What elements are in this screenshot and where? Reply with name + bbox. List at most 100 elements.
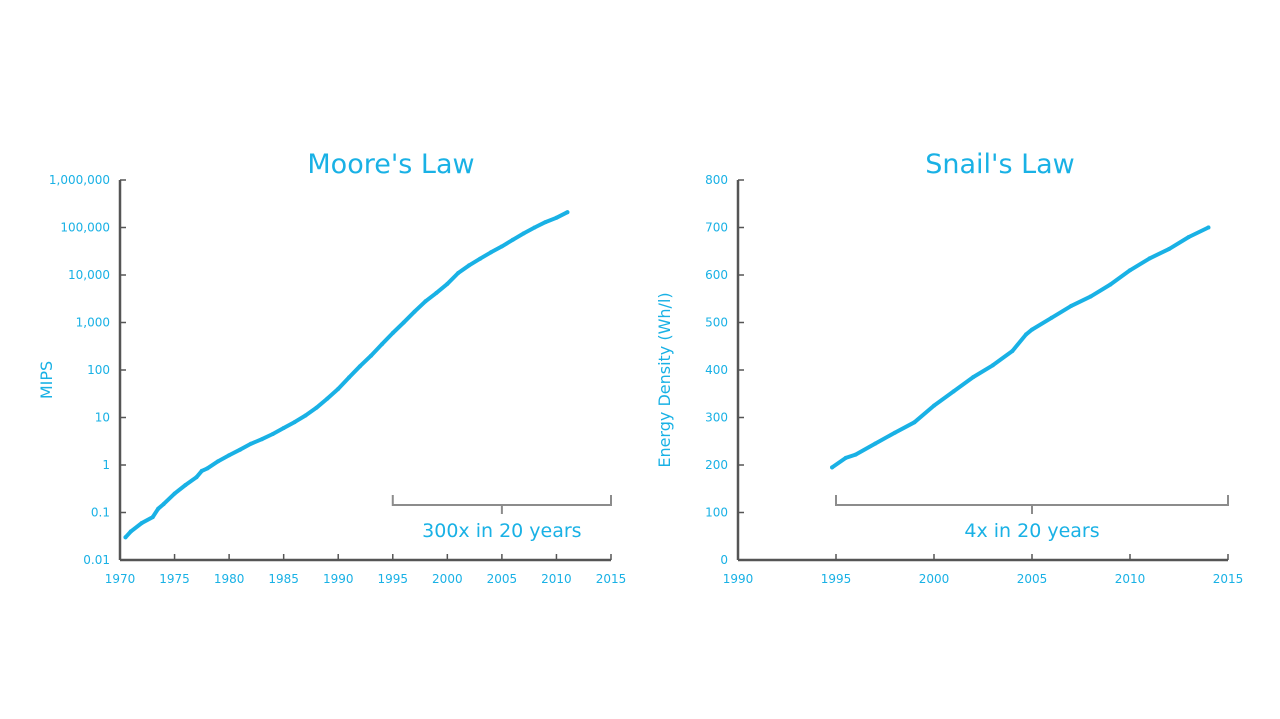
moores-data-point	[259, 437, 264, 442]
snails-data-point	[1108, 282, 1113, 287]
moores-y-tick-label: 10,000	[68, 268, 110, 282]
moores-x-tick-label: 2005	[487, 572, 518, 586]
moores-annotation-bracket	[391, 495, 612, 514]
snails-law-chart: Snail's Law 0 100 200 300 400 500 600 700 800 199…	[655, 149, 1243, 586]
snails-data-point	[830, 465, 835, 470]
moores-series-line	[123, 210, 570, 540]
snails-x-tick-label: 2000	[919, 572, 950, 586]
snails-y-tick-label: 100	[705, 506, 728, 520]
moores-x-tick-label: 1990	[323, 572, 354, 586]
snails-data-point	[1128, 268, 1132, 273]
snails-data-point	[843, 455, 848, 460]
moores-data-point	[336, 386, 341, 391]
moores-data-point	[379, 342, 384, 347]
moores-data-point	[227, 453, 232, 458]
moores-data-point	[270, 432, 275, 436]
snails-data-point	[951, 389, 956, 394]
snails-y-tick-label: 700	[705, 221, 728, 235]
moores-data-point	[543, 220, 548, 225]
snails-x-tick-label: 2010	[1115, 572, 1146, 586]
snails-data-point	[1186, 235, 1191, 239]
snails-data-point	[1088, 294, 1093, 299]
moores-data-point	[161, 502, 166, 507]
snails-y-axis-label: Energy Density (Wh/l)	[655, 292, 674, 467]
snails-data-point	[971, 375, 976, 380]
snails-data-point	[1069, 303, 1074, 308]
moores-data-point	[238, 447, 242, 452]
snails-x-tick-label: 1995	[821, 572, 852, 586]
snails-y-tick-label: 300	[705, 411, 728, 425]
moores-annotation-label: 300x in 20 years	[422, 520, 581, 542]
moores-data-point	[216, 459, 221, 464]
moores-data-point	[489, 250, 493, 255]
moores-y-tick-label: 100,000	[60, 221, 110, 235]
moores-data-point	[303, 413, 308, 418]
moores-x-tick-label: 1995	[378, 572, 409, 586]
moores-x-tick-label: 2010	[541, 572, 572, 586]
moores-data-point	[445, 281, 450, 286]
moores-data-point	[156, 506, 161, 511]
moores-y-tick-label: 100	[87, 363, 110, 377]
snails-y-tick-label: 600	[705, 268, 728, 282]
chart-title-moores-law: Moore's Law	[307, 149, 474, 180]
snails-data-point	[853, 452, 858, 457]
moores-data-point	[499, 244, 504, 249]
moores-data-point	[325, 396, 330, 401]
snails-x-tick-label: 2015	[1213, 572, 1244, 586]
moores-y-tick-label: 1	[102, 458, 110, 472]
moores-data-point	[390, 331, 395, 335]
moores-data-point	[532, 225, 537, 230]
moores-y-tick-label: 0.01	[83, 553, 110, 567]
chart-title-snails-law: Snail's Law	[925, 149, 1075, 180]
moores-data-point	[401, 320, 406, 325]
moores-data-point	[434, 290, 439, 295]
snails-y-tick-label: 200	[705, 458, 728, 472]
moores-x-tick-label: 1980	[214, 572, 245, 586]
snails-data-point	[1147, 256, 1152, 261]
moores-data-point	[194, 475, 199, 480]
moores-y-tick-label: 10	[95, 411, 110, 425]
snails-y-tick-label: 800	[705, 173, 728, 187]
moores-data-point	[521, 231, 526, 236]
moores-x-tick-label: 1970	[105, 572, 136, 586]
snails-data-point	[1206, 225, 1211, 230]
moores-data-point	[510, 237, 515, 242]
snails-data-point	[892, 430, 897, 435]
moores-data-point	[139, 521, 144, 525]
snails-y-tick-label: 500	[705, 316, 728, 330]
moores-data-point	[248, 441, 253, 446]
snails-data-point	[1010, 349, 1015, 353]
snails-data-point	[912, 420, 917, 425]
moores-y-tick-label: 1,000	[76, 316, 110, 330]
snails-x-tick-label: 2005	[1017, 572, 1048, 586]
snails-annotation-bracket	[835, 495, 1229, 514]
moores-law-chart: Moore's Law 0.01 0.1 1 10 100 1,000 10,000 100,…	[37, 149, 626, 586]
snails-y-tick-label: 400	[705, 363, 728, 377]
snails-data-point	[1024, 332, 1029, 337]
moores-data-point	[199, 468, 204, 473]
moores-data-point	[183, 483, 188, 487]
snails-data-point	[932, 403, 936, 408]
moores-y-tick-label: 0.1	[91, 506, 110, 520]
moores-x-tick-label: 2015	[596, 572, 627, 586]
moores-y-axis-label: MIPS	[37, 361, 56, 399]
moores-data-point	[123, 535, 128, 540]
snails-x-tick-label: 1990	[723, 572, 754, 586]
snails-annotation-label: 4x in 20 years	[964, 520, 1099, 542]
moores-data-point	[150, 515, 155, 520]
moores-data-point	[292, 420, 297, 425]
moores-data-point	[314, 405, 319, 410]
moores-data-point	[554, 215, 559, 220]
moores-data-point	[172, 491, 177, 496]
moores-x-tick-label: 2000	[432, 572, 463, 586]
moores-data-point	[412, 309, 417, 314]
moores-data-point	[205, 466, 210, 471]
moores-data-point	[281, 426, 286, 430]
snails-series-line	[830, 225, 1211, 470]
moores-data-point	[128, 529, 133, 534]
moores-data-point	[456, 271, 461, 275]
moores-x-tick-label: 1985	[268, 572, 299, 586]
moores-data-point	[467, 263, 472, 268]
snails-data-point	[1049, 315, 1054, 320]
